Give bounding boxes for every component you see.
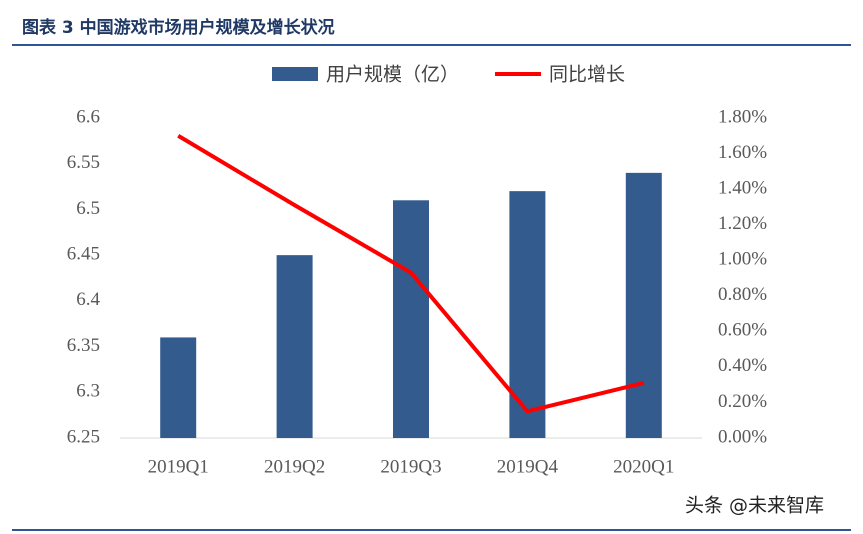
bar [160,337,197,438]
y-tick-label: 6.6 [76,106,100,127]
y-tick-label: 6.35 [67,335,100,356]
watermark: 头条 @未来智库 [685,495,824,517]
x-tick-label: 2019Q3 [380,456,441,477]
y-tick-label: 6.4 [76,289,100,310]
x-tick-label: 2020Q1 [613,456,674,477]
x-tick-label: 2019Q1 [148,456,209,477]
y2-tick-label: 0.40% [718,355,767,376]
legend-label: 同比增长 [549,64,625,86]
x-tick-label: 2019Q4 [497,456,559,477]
y2-tick-label: 0.80% [718,284,767,305]
y-tick-label: 6.55 [67,152,100,173]
y2-tick-label: 1.60% [718,142,767,163]
y-tick-label: 6.5 [76,198,100,219]
chart-title: 图表 3 中国游戏市场用户规模及增长状况 [22,17,335,38]
y2-tick-label: 1.00% [718,249,767,270]
y-tick-label: 6.45 [67,244,100,265]
x-tick-label: 2019Q2 [264,456,325,477]
bar [276,255,313,438]
y-tick-label: 6.3 [76,381,100,402]
y-tick-label: 6.25 [67,426,100,447]
bar [393,200,429,438]
y2-tick-label: 1.40% [718,177,767,198]
bar [625,172,662,438]
bar [509,191,546,438]
y2-tick-label: 1.20% [718,213,767,234]
legend-label: 用户规模（亿） [326,64,459,86]
y2-tick-label: 0.20% [718,391,767,412]
legend-swatch [272,67,318,81]
y2-tick-label: 0.60% [718,320,767,341]
y2-tick-label: 0.00% [718,426,767,447]
y2-tick-label: 1.80% [718,106,767,127]
line [177,134,645,414]
